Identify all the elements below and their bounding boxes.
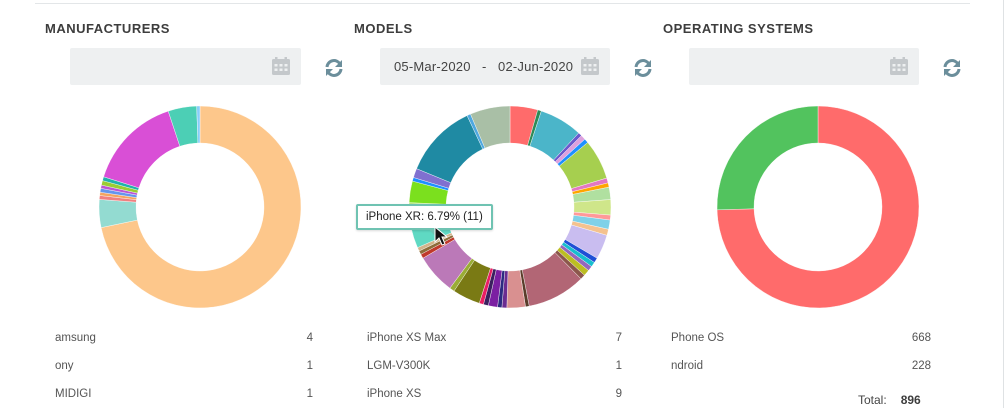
list-item[interactable]: ndroid 228	[671, 360, 931, 378]
row-value: 1	[306, 388, 313, 400]
row-value: 9	[615, 388, 622, 400]
total-summary: Total: 896	[858, 393, 921, 407]
refresh-icon[interactable]	[323, 57, 345, 79]
row-label: iPhone XS Max	[367, 332, 447, 344]
panel-title: MODELS	[354, 21, 413, 36]
date-range-input[interactable]: 05-Mar-2020 - 02-Jun-2020	[380, 48, 610, 85]
calendar-icon[interactable]	[271, 56, 291, 76]
mouse-cursor-icon	[434, 226, 449, 246]
list-item[interactable]: iPhone XS 9	[367, 388, 622, 406]
donut-slice[interactable]	[717, 106, 819, 211]
list-item[interactable]: iPhone XS Max 7	[367, 332, 622, 350]
row-value: 7	[615, 332, 622, 344]
list-item[interactable]: MIDIGI 1	[55, 388, 313, 406]
operating-systems-donut-chart[interactable]	[717, 106, 919, 308]
donut-slice[interactable]	[103, 110, 181, 189]
manufacturers-panel: MANUFACTURERS amsung 4 ony 1 MIDIGI 1	[0, 0, 343, 408]
top-divider	[35, 3, 970, 4]
row-value: 228	[911, 360, 931, 372]
row-value: 4	[306, 332, 313, 344]
calendar-icon[interactable]	[889, 56, 909, 76]
row-label: Phone OS	[671, 332, 725, 344]
row-label: amsung	[55, 332, 96, 344]
right-border	[1003, 0, 1004, 408]
list-item[interactable]: Phone OS 668	[671, 332, 931, 350]
models-panel: MODELS 05-Mar-2020 - 02-Jun-2020 iPhone …	[310, 0, 652, 408]
manufacturers-donut-chart[interactable]	[99, 106, 301, 308]
row-value: 668	[911, 332, 931, 344]
tooltip-caret	[428, 228, 440, 235]
row-value: 1	[615, 360, 622, 372]
row-label: iPhone XS	[367, 388, 422, 400]
total-value: 896	[900, 393, 921, 407]
donut-slice[interactable]	[100, 106, 301, 308]
operating-systems-panel: OPERATING SYSTEMS Phone OS 668 ndroid 22…	[618, 0, 1003, 408]
list-item[interactable]: LGM-V300K 1	[367, 360, 622, 378]
refresh-icon[interactable]	[941, 57, 963, 79]
row-label: ndroid	[671, 360, 703, 372]
row-label: ony	[55, 360, 74, 372]
list-item[interactable]: ony 1	[55, 360, 313, 378]
row-value: 1	[306, 360, 313, 372]
panel-title: MANUFACTURERS	[45, 21, 170, 36]
date-range-input[interactable]	[70, 48, 301, 85]
list-item[interactable]: amsung 4	[55, 332, 313, 350]
row-label: LGM-V300K	[367, 360, 431, 372]
donut-slice[interactable]	[470, 106, 511, 149]
calendar-icon[interactable]	[580, 56, 600, 76]
refresh-icon[interactable]	[632, 57, 654, 79]
chart-tooltip: iPhone XR: 6.79% (11)	[356, 204, 493, 230]
total-label: Total:	[858, 393, 887, 407]
donut-slice[interactable]	[717, 106, 919, 308]
donut-slice[interactable]	[196, 106, 201, 144]
row-label: MIDIGI	[55, 388, 92, 400]
date-range-input[interactable]	[689, 48, 919, 85]
panel-title: OPERATING SYSTEMS	[663, 21, 814, 36]
date-range-value: 05-Mar-2020 - 02-Jun-2020	[394, 59, 574, 74]
